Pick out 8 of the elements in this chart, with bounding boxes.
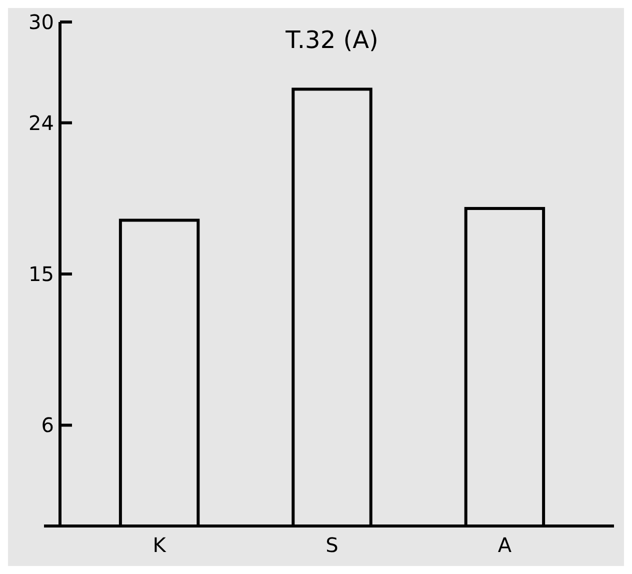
y-tick-label: 30 — [28, 10, 54, 34]
chart-title: T.32 (A) — [284, 26, 378, 54]
x-tick-label: S — [326, 533, 338, 557]
y-tick-label: 15 — [28, 262, 54, 286]
x-tick-label: K — [152, 533, 167, 557]
x-tick-label: A — [498, 533, 512, 557]
y-tick-label: 6 — [41, 413, 54, 438]
y-tick-label: 24 — [28, 110, 54, 135]
